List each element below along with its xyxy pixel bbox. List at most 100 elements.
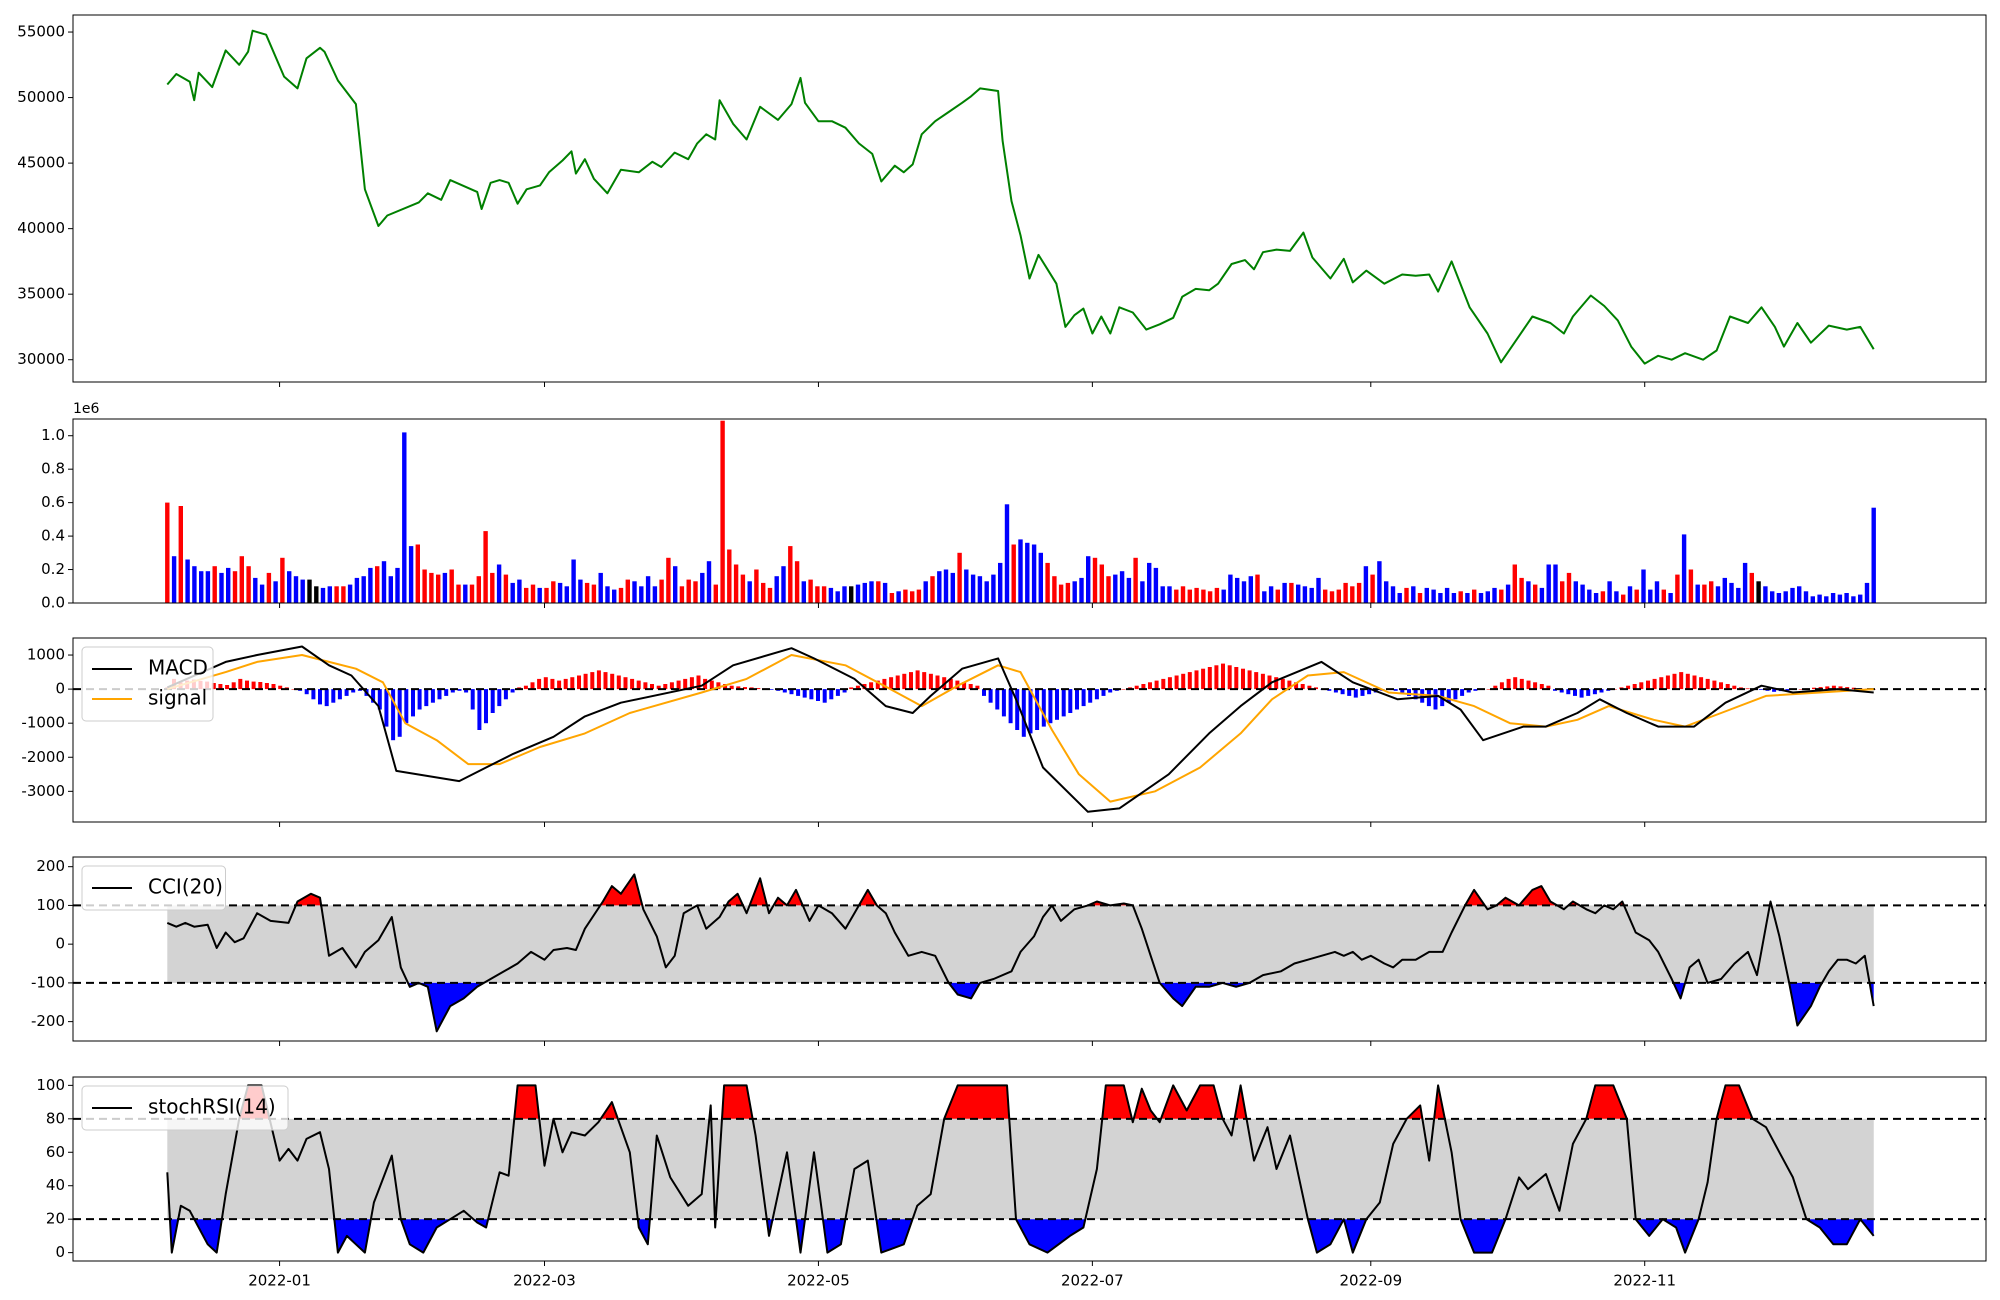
volume-bar <box>1539 587 1545 603</box>
macd-histogram-bar <box>1340 689 1345 695</box>
macd-histogram-bar <box>922 672 927 690</box>
stochrsi-legend-label: stochRSI(14) <box>148 1095 276 1119</box>
macd-histogram-bar <box>484 689 488 724</box>
volume-bar <box>476 576 481 603</box>
macd-histogram-bar <box>1699 677 1704 690</box>
volume-bar <box>327 586 332 603</box>
macd-histogram-bar <box>1307 685 1312 690</box>
macd-histogram-bar <box>324 689 329 707</box>
macd-histogram-bar <box>988 689 993 703</box>
chart-root: 3000035000400004500050000550001e60.00.20… <box>17 14 1987 1290</box>
volume-bar <box>503 574 509 603</box>
macd-histogram-bar <box>377 689 382 710</box>
macd-histogram-bar <box>1586 689 1591 696</box>
macd-histogram-bar <box>1068 689 1073 713</box>
macd-histogram-bar <box>1247 670 1252 690</box>
macd-histogram-bar <box>550 678 555 690</box>
volume-bar <box>1675 574 1680 603</box>
macd-histogram-bar <box>351 689 356 693</box>
price-ytick-label: 35000 <box>17 285 65 303</box>
macd-histogram-bar <box>829 689 834 700</box>
macd-histogram-bar <box>1347 689 1352 696</box>
macd-histogram-bar <box>636 680 641 690</box>
volume-bar <box>341 586 346 603</box>
cci-axes-frame <box>72 856 1987 1042</box>
volume-bar <box>1648 589 1653 603</box>
volume-bar <box>1478 593 1484 603</box>
volume-bar <box>1126 577 1132 603</box>
macd-histogram-bar <box>1486 689 1491 690</box>
macd-histogram-bar <box>1652 678 1657 690</box>
macd-legend-label: signal <box>148 686 207 710</box>
macd-histogram-bar <box>596 670 601 690</box>
macd-histogram-bar <box>470 689 475 710</box>
volume-bar <box>199 571 204 603</box>
volume-bar <box>1282 582 1287 603</box>
volume-bar <box>1133 557 1138 603</box>
volume-bar <box>564 586 569 603</box>
volume-bar <box>408 546 414 603</box>
macd-histogram-bar <box>962 682 967 690</box>
volume-bar <box>1255 574 1260 603</box>
volume-bar <box>1417 593 1423 603</box>
macd-histogram-bar <box>842 689 847 693</box>
volume-bar <box>388 576 393 603</box>
volume-bar <box>1438 593 1443 603</box>
macd-histogram-bar <box>736 686 741 690</box>
volume-bar <box>1830 593 1836 603</box>
volume-panel <box>165 420 1876 603</box>
volume-bar <box>1316 577 1321 603</box>
cci-ytick-label: -100 <box>31 973 65 991</box>
macd-histogram-bar <box>1015 689 1020 730</box>
volume-bar <box>354 577 360 603</box>
macd-histogram-bar <box>251 681 256 690</box>
volume-bar <box>1289 582 1294 603</box>
macd-histogram-bar <box>1134 685 1139 690</box>
volume-bar <box>1228 574 1233 603</box>
volume-bar <box>1499 589 1504 603</box>
volume-bar <box>1356 582 1362 603</box>
volume-bar <box>178 506 183 603</box>
volume-bar <box>1147 562 1152 603</box>
macd-histogram-bar <box>743 687 747 690</box>
volume-bar <box>1160 586 1165 603</box>
volume-bar <box>530 584 536 603</box>
macd-histogram-bar <box>1646 680 1650 690</box>
macd-histogram-bar <box>1453 689 1458 700</box>
volume-bar <box>1187 589 1192 603</box>
macd-histogram-bar <box>1088 689 1093 703</box>
macd-histogram-bar <box>1041 689 1046 727</box>
volume-bar <box>314 586 319 603</box>
volume-bar <box>1296 584 1301 603</box>
cci-ytick-label: 100 <box>36 896 65 914</box>
volume-bar <box>1451 593 1457 603</box>
macd-histogram-bar <box>218 684 223 690</box>
volume-bar <box>1377 561 1382 603</box>
macd-ytick-label: 0 <box>55 680 65 698</box>
volume-bar <box>1783 591 1788 603</box>
volume-bar <box>1621 594 1626 603</box>
price-ytick-label: 40000 <box>17 219 65 237</box>
macd-histogram-bar <box>1154 680 1159 690</box>
volume-bar <box>1235 577 1240 603</box>
macd-histogram-bar <box>796 689 801 696</box>
macd-histogram-bar <box>231 682 236 690</box>
volume-bar <box>1492 587 1497 603</box>
volume-bar <box>1241 581 1247 603</box>
volume-bar <box>239 556 244 603</box>
macd-ytick-label: 1000 <box>27 646 65 664</box>
macd-histogram-bar <box>610 673 615 690</box>
macd-histogram-bar <box>630 678 635 690</box>
volume-bar <box>1397 593 1402 603</box>
macd-histogram-bar <box>530 682 535 690</box>
volume-bar <box>950 572 955 603</box>
macd-ytick-label: -2000 <box>21 748 65 766</box>
volume-bar <box>1546 564 1551 603</box>
macd-histogram-bar <box>948 678 953 690</box>
macd-histogram-bar <box>411 689 415 717</box>
macd-histogram-bar <box>1519 678 1524 690</box>
cci-band <box>167 905 1874 983</box>
volume-bar <box>970 574 976 603</box>
volume-bar <box>226 567 231 603</box>
macd-axes-frame <box>72 637 1987 823</box>
